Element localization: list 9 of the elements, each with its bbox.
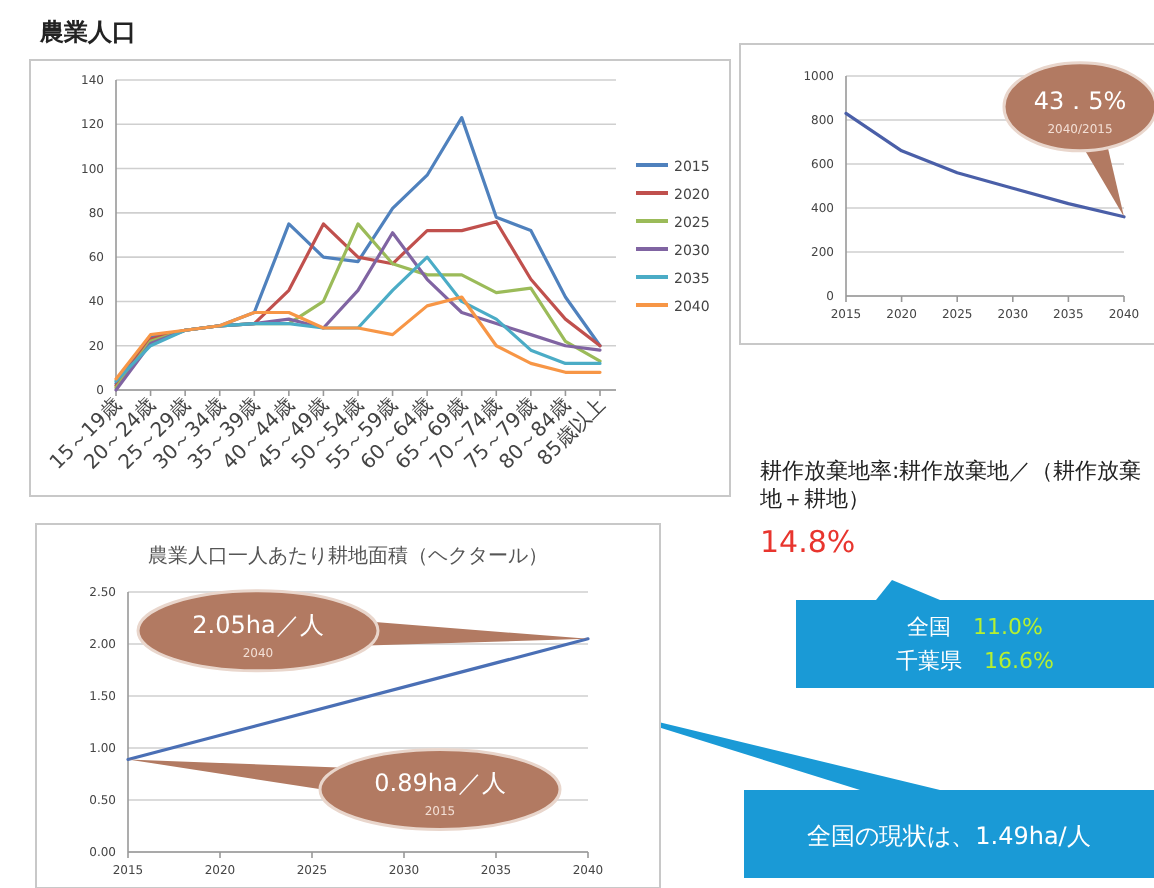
text: 耕作放棄地率:耕作放棄地／（耕作放棄地＋耕地） <box>760 458 1144 514</box>
line-series <box>114 295 602 381</box>
annotation: 0.89ha／人 <box>374 769 506 798</box>
annotation: 2.05ha／人 <box>192 610 324 639</box>
text: 14.8% <box>760 524 856 560</box>
chart-title: 農業人口一人あたり耕地面積（ヘクタール） <box>148 544 548 568</box>
line-series <box>844 111 1126 219</box>
annotation: 43．5% <box>1033 86 1127 115</box>
chart-title: 農業人口 <box>38 18 136 46</box>
